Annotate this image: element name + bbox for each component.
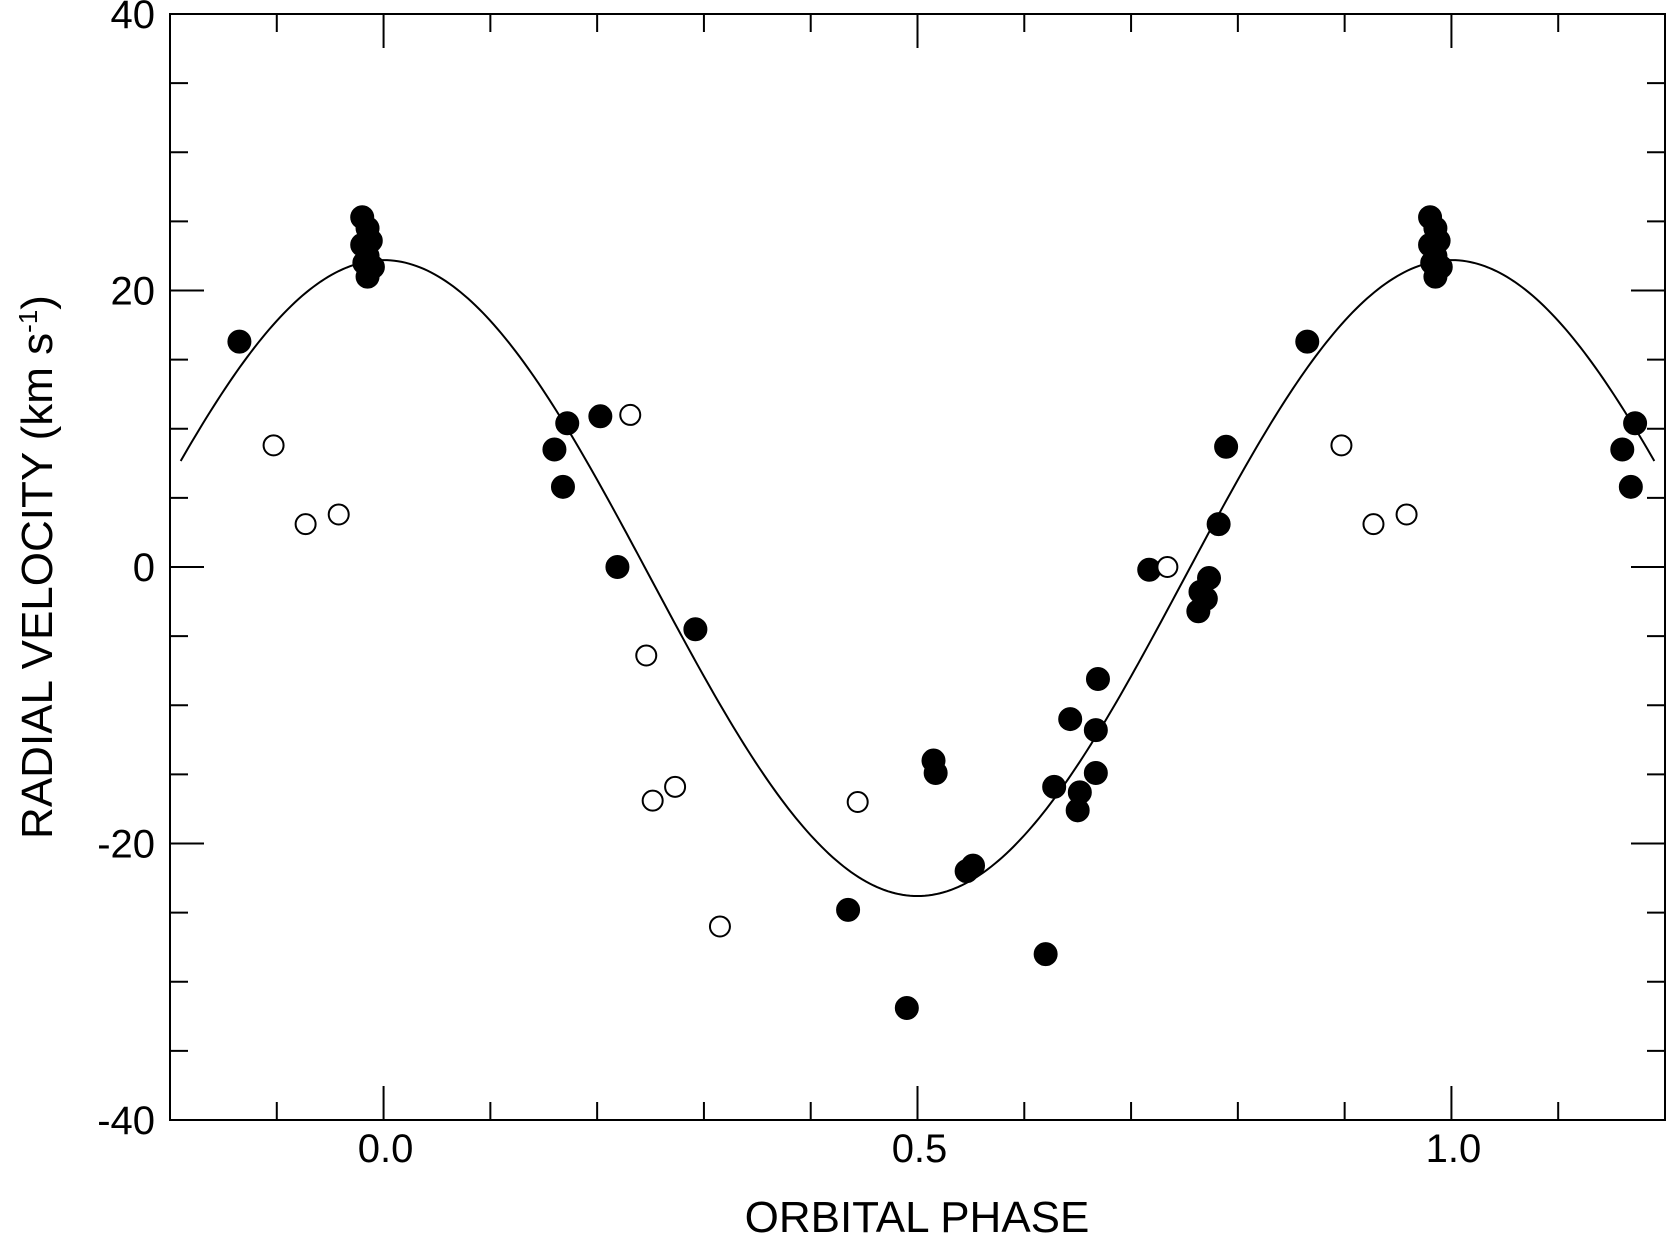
- filled-data-point: [1033, 942, 1058, 967]
- open-data-point: [262, 434, 285, 457]
- filled-data-point: [1428, 254, 1453, 279]
- filled-data-point: [1618, 474, 1643, 499]
- filled-data-point: [227, 329, 252, 354]
- filled-data-point: [555, 411, 580, 436]
- filled-data-point: [1610, 437, 1635, 462]
- open-data-point: [708, 915, 731, 938]
- y-tick-label: 40: [111, 0, 156, 37]
- filled-data-point: [836, 897, 861, 922]
- filled-data-point: [1083, 718, 1108, 743]
- tick-labels: 0.0 0.5 1.0 -40 -20 0 20 40: [97, 0, 1481, 1171]
- filled-data-point: [1083, 760, 1108, 785]
- filled-data-point: [358, 228, 383, 253]
- open-data-point: [619, 403, 642, 426]
- open-data-point: [1330, 434, 1353, 457]
- open-data-point: [294, 513, 317, 536]
- filled-data-point: [588, 404, 613, 429]
- filled-data-point: [1206, 512, 1231, 537]
- y-tick-label: 0: [133, 546, 155, 590]
- filled-data-point: [1042, 774, 1067, 799]
- data-points: [227, 205, 1648, 1021]
- y-axis-title: RADIAL VELOCITY (km s-1): [13, 295, 62, 839]
- filled-data-point: [1426, 228, 1451, 253]
- filled-data-point: [1193, 586, 1218, 611]
- y-axis-title-sup: -1: [13, 310, 43, 333]
- filled-data-point: [550, 474, 575, 499]
- filled-data-point: [1085, 666, 1110, 691]
- filled-data-point: [605, 555, 630, 579]
- open-data-point: [327, 503, 350, 526]
- y-tick-label: 20: [111, 270, 156, 314]
- y-axis-title-main: RADIAL VELOCITY (km s: [13, 333, 62, 839]
- filled-data-point: [1295, 329, 1320, 354]
- fit-curve: [179, 259, 1656, 898]
- filled-data-point: [1623, 411, 1648, 436]
- x-tick-label: 0.0: [358, 1127, 414, 1171]
- open-data-point: [1362, 513, 1385, 536]
- plot-frame: [169, 13, 1666, 1121]
- open-data-point: [1156, 556, 1179, 578]
- open-data-point: [664, 775, 687, 798]
- open-data-point: [641, 789, 664, 812]
- filled-data-point: [1197, 566, 1222, 591]
- y-tick-label: -40: [97, 1099, 155, 1143]
- y-tick-label: -20: [97, 823, 155, 867]
- open-data-point: [635, 644, 658, 667]
- x-axis-title: ORBITAL PHASE: [745, 1193, 1090, 1240]
- x-tick-label: 1.0: [1426, 1127, 1482, 1171]
- filled-data-point: [542, 437, 567, 462]
- filled-data-point: [894, 996, 919, 1021]
- filled-data-point: [683, 617, 708, 642]
- axis-ticks: [169, 13, 1666, 1121]
- open-data-point: [1395, 503, 1418, 526]
- x-tick-label: 0.5: [892, 1127, 948, 1171]
- filled-data-point: [923, 760, 948, 785]
- filled-data-point: [360, 254, 385, 279]
- open-data-point: [846, 791, 869, 814]
- y-axis-title-end: ): [13, 295, 62, 310]
- filled-data-point: [1058, 707, 1083, 732]
- filled-data-point: [1067, 780, 1092, 805]
- filled-data-point: [1214, 434, 1239, 459]
- filled-data-point: [961, 853, 986, 878]
